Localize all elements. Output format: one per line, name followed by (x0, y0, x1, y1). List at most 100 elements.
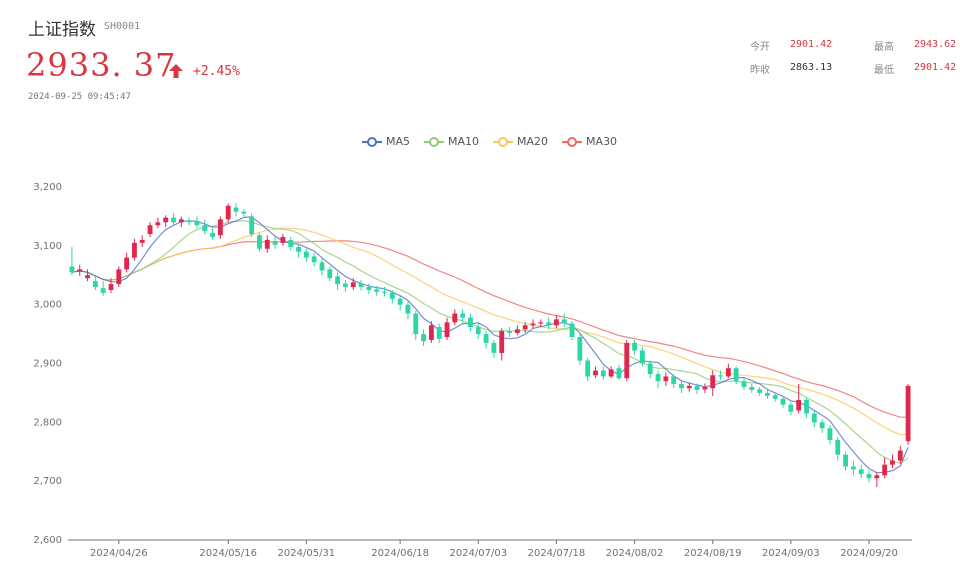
candle-body (296, 247, 301, 252)
index-name: 上证指数 (28, 20, 96, 40)
prev-close-value: 2863.13 (790, 62, 833, 73)
legend-item-ma10[interactable]: MA10 (424, 135, 479, 148)
candle-body (100, 288, 106, 293)
candle-body (694, 385, 700, 390)
candle-body (241, 211, 247, 214)
candle-body (890, 460, 895, 465)
open-label: 今开 (750, 42, 770, 53)
candle-body (217, 219, 223, 236)
candle-body (257, 235, 262, 249)
x-tick-label: 2024/09/03 (762, 548, 820, 559)
high-label: 最高 (874, 42, 894, 53)
x-tick-label: 2024/05/31 (278, 548, 336, 559)
candle-body (835, 439, 841, 455)
candle-body (554, 319, 559, 326)
candle-body (116, 269, 122, 285)
candle-body (585, 360, 591, 377)
candle-body (186, 220, 192, 223)
candle-body (843, 454, 848, 467)
x-tick-label: 2024/04/26 (90, 548, 148, 559)
candle-body (514, 329, 520, 333)
legend-label: MA5 (386, 135, 411, 148)
candle-body (428, 325, 434, 340)
candle-body (343, 283, 348, 288)
candle-body (163, 217, 169, 223)
ma-line-ma10 (71, 220, 909, 465)
candle-body (600, 370, 606, 377)
x-tick-label: 2024/06/18 (371, 548, 429, 559)
candle-body (702, 387, 708, 390)
candle-body (124, 257, 130, 270)
candle-body (475, 327, 481, 335)
candle-body (389, 292, 395, 299)
candle-body (866, 474, 872, 479)
legend-item-ma30[interactable]: MA30 (562, 135, 617, 148)
legend-item-ma20[interactable]: MA20 (493, 135, 548, 148)
quote-timestamp: 2024-09-25 09:45:47 (28, 92, 131, 102)
candle-body (178, 219, 184, 223)
y-tick-label: 2,900 (33, 359, 62, 370)
candle-body (725, 368, 731, 377)
legend-line-icon (424, 136, 445, 147)
candle-body (452, 313, 458, 323)
candle-body (436, 327, 442, 339)
ma-line-ma5 (71, 216, 909, 474)
candle-body (772, 395, 778, 399)
legend-line-icon (362, 136, 382, 147)
candle-body (280, 237, 286, 243)
candle-body (85, 275, 90, 279)
up-arrow-icon (169, 64, 183, 78)
candle-body (225, 205, 231, 220)
candle-body (546, 322, 552, 326)
candle-body (655, 374, 661, 382)
candle-body (686, 385, 692, 389)
legend-item-ma5[interactable]: MA5 (362, 135, 410, 148)
candle-body (272, 241, 278, 245)
high-value: 2943.62 (914, 39, 957, 50)
candle-body (788, 404, 794, 412)
candle-body (382, 291, 387, 293)
candle-body (757, 389, 763, 393)
low-value: 2901.42 (914, 62, 957, 73)
candle-body (132, 242, 137, 258)
candle-body (850, 466, 856, 470)
candle-body (491, 342, 497, 353)
candle-body (319, 262, 325, 271)
candle-body (749, 387, 755, 390)
legend-label: MA10 (448, 135, 480, 148)
candle-body (819, 422, 825, 429)
y-tick-label: 3,200 (33, 182, 62, 193)
candle-body (522, 325, 528, 330)
candle-body (202, 225, 208, 232)
y-tick-label: 2,700 (33, 476, 62, 487)
candle-body (77, 269, 83, 272)
candle-body (905, 385, 911, 442)
low-label: 最低 (874, 65, 894, 76)
candle-body (147, 225, 153, 235)
candle-body (811, 413, 817, 423)
candle-body (303, 251, 309, 258)
legend-label: MA30 (586, 135, 618, 148)
x-tick-label: 2024/08/02 (606, 548, 664, 559)
candle-body (69, 266, 75, 273)
candle-body (679, 384, 684, 389)
candle-body (624, 342, 630, 379)
candle-body (108, 284, 114, 290)
candle-body (366, 287, 372, 290)
candle-body (639, 350, 645, 364)
candle-body (171, 217, 176, 223)
current-price: 2933. 37 (26, 46, 177, 84)
x-tick-label: 2024/07/18 (528, 548, 586, 559)
candle-body (483, 334, 489, 343)
candle-body (335, 276, 341, 285)
candle-body (460, 313, 466, 318)
candle-body (264, 239, 270, 249)
index-code: SH0001 (104, 21, 141, 32)
y-tick-label: 3,000 (33, 300, 62, 311)
x-tick-label: 2024/05/16 (199, 548, 257, 559)
candle-body (733, 368, 739, 382)
candle-body (194, 221, 200, 226)
x-tick-label: 2024/08/19 (684, 548, 742, 559)
candle-body (858, 469, 864, 475)
